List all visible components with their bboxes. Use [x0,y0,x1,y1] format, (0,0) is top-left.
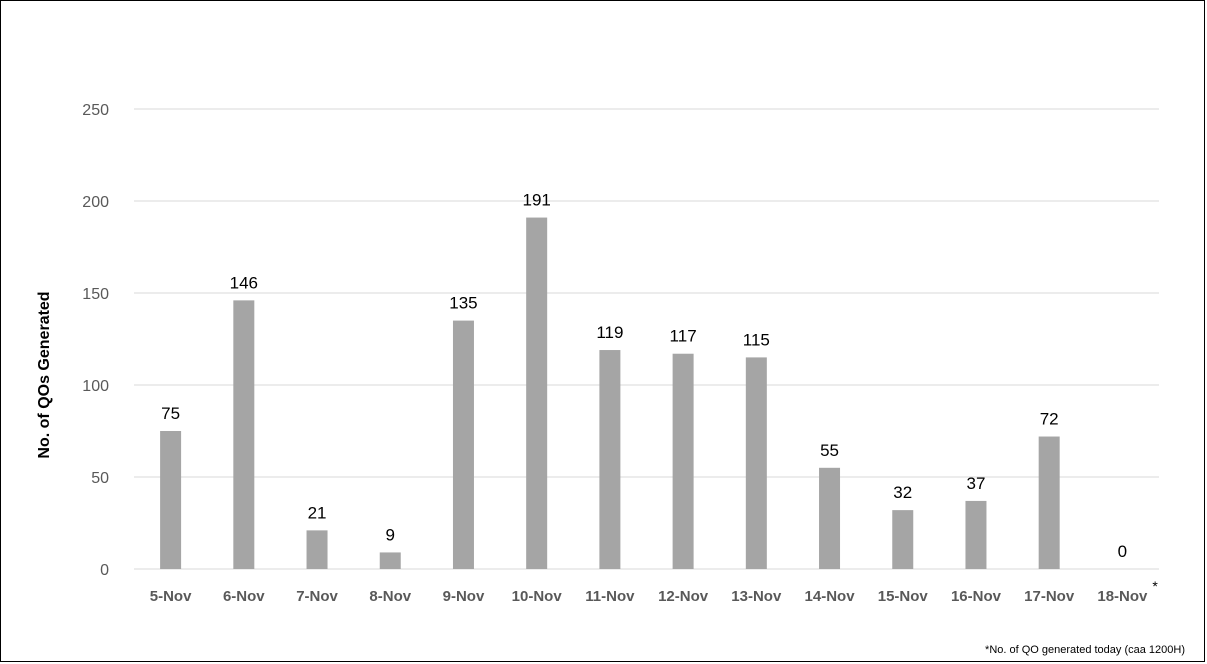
y-tick-label: 200 [82,194,109,211]
bar [672,353,694,569]
x-tick-label: 6-Nov [223,588,265,605]
y-axis-title: No. of QOs Generated [36,291,53,458]
bar [233,300,255,569]
y-tick-label: 0 [100,562,109,579]
x-tick-label: 8-Nov [369,588,411,605]
data-label: 191 [522,191,550,210]
x-tick-label: 11-Nov [585,588,635,605]
x-tick-label: 14-Nov [805,588,856,605]
data-label: 119 [596,323,623,342]
y-tick-label: 50 [91,470,109,487]
footnote: *No. of QO generated today (caa 1200H) [985,644,1185,656]
x-tick-label: 18-Nov [1097,588,1148,605]
data-label: 0 [1118,542,1127,561]
x-tick-label: 17-Nov [1024,588,1075,605]
y-tick-label: 150 [82,286,109,303]
bar [819,467,841,569]
bar [599,350,621,569]
data-label: 75 [161,404,180,423]
bar [1038,436,1060,569]
bar [892,510,914,569]
bar [965,500,987,569]
x-tick-label: 16-Nov [951,588,1002,605]
x-tick-label: 10-Nov [512,588,563,605]
data-label: 146 [230,273,258,292]
bars [160,217,1060,569]
data-label: 115 [743,330,770,349]
data-label: 55 [820,441,839,460]
data-label: 135 [449,294,477,313]
x-tick-label: 13-Nov [731,588,782,605]
y-tick-label: 250 [82,102,109,119]
data-label: 21 [308,503,327,522]
x-tick-label: 15-Nov [878,588,929,605]
bar [160,431,182,569]
x-tick-label: 12-Nov [658,588,709,605]
x-tick-label: 7-Nov [296,588,338,605]
y-axis-ticks: 0 50 100 150 200 250 [82,102,109,579]
bar [379,552,401,569]
bar [452,320,474,569]
data-label: 32 [893,483,912,502]
bar [745,357,767,569]
data-labels: 75 146 21 9 135 191 119 117 115 55 32 37 72 0 [161,191,1127,561]
today-marker: * [1152,578,1158,594]
data-label: 117 [670,327,697,346]
x-tick-label: 5-Nov [150,588,192,605]
data-label: 37 [967,474,986,493]
x-axis-ticks: 5-Nov 6-Nov 7-Nov 8-Nov 9-Nov 10-Nov 11-Nov 12-… [150,588,1148,605]
x-tick-label: 9-Nov [443,588,485,605]
data-label: 9 [386,525,395,544]
y-tick-label: 100 [82,378,109,395]
bar [306,530,328,569]
data-label: 72 [1040,410,1059,429]
bar [526,217,548,569]
gridlines [134,108,1159,570]
